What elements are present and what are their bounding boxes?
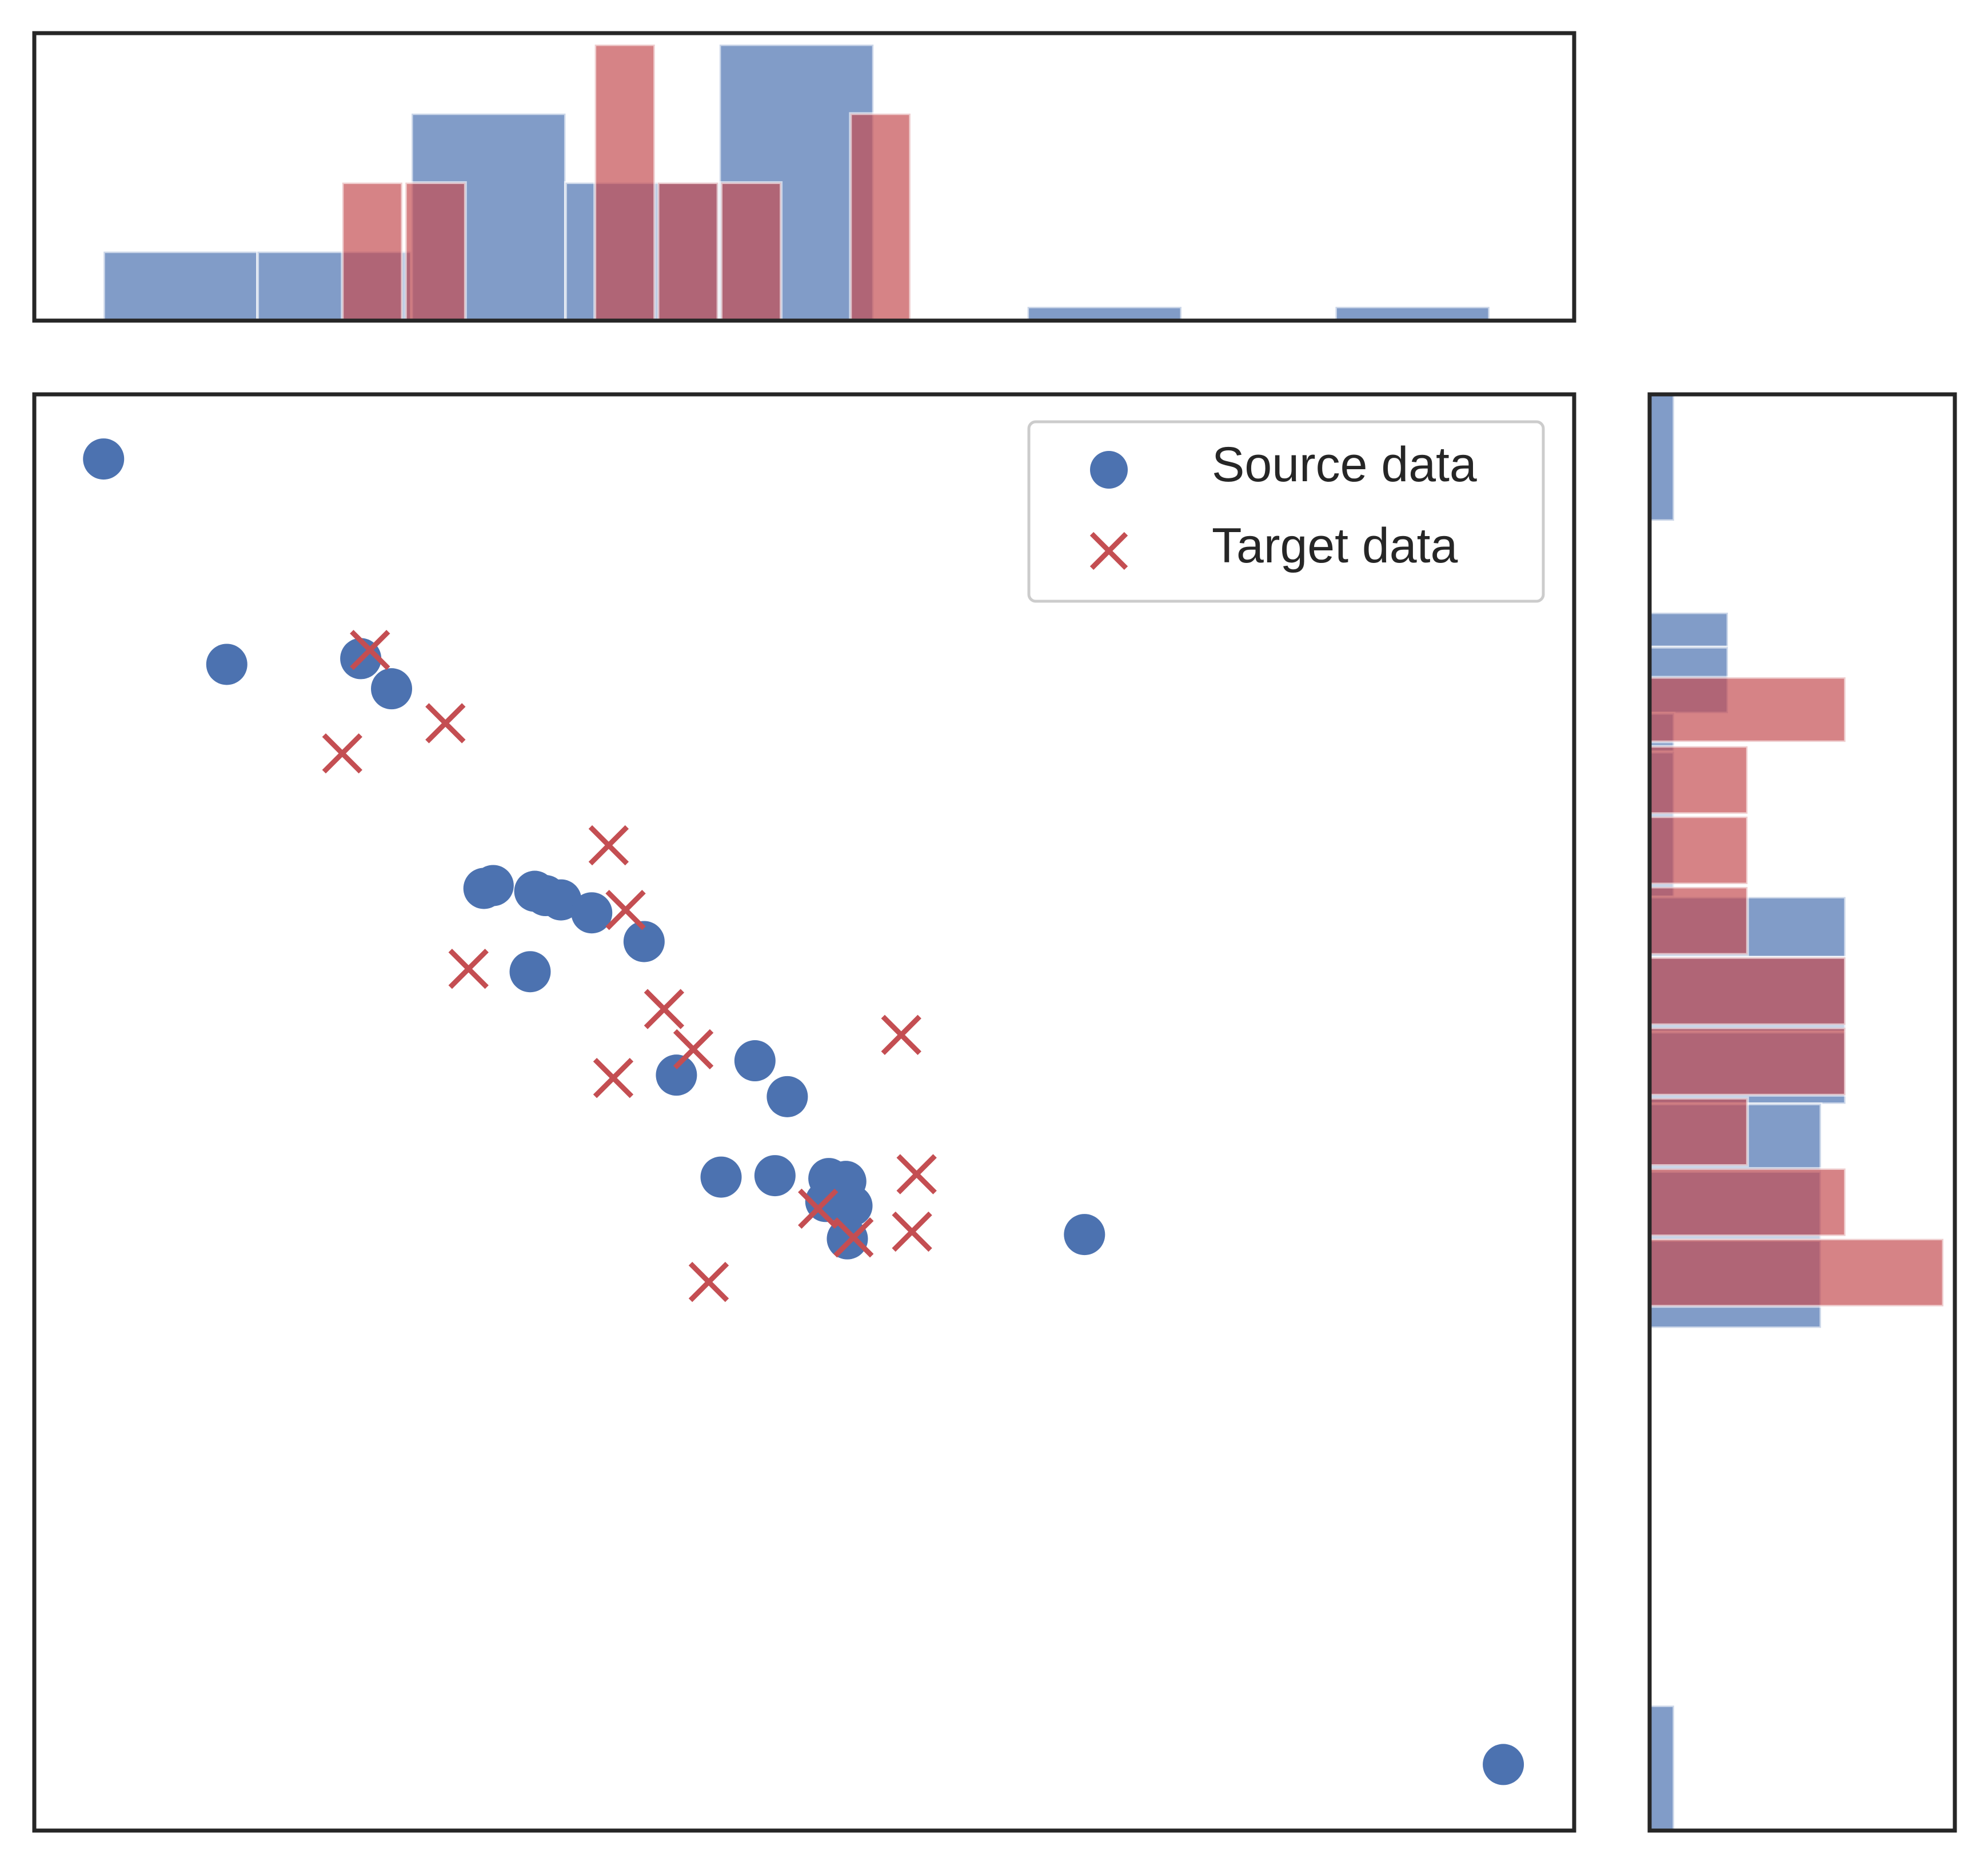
source-point-23 <box>1483 1744 1524 1785</box>
right-hist-target-bar-3 <box>1648 885 1749 956</box>
source-point-3 <box>371 668 413 710</box>
top-hist-source-bar-6 <box>1334 305 1491 322</box>
top-marginal-histogram <box>102 43 1491 322</box>
right-hist-target-bar-8 <box>1648 1237 1945 1308</box>
right-marginal-histogram <box>1648 393 1945 1832</box>
right-hist-target-bar-4 <box>1648 956 1847 1026</box>
right-hist-target-bar-2 <box>1648 815 1749 886</box>
legend-target-marker <box>1089 532 1128 570</box>
source-point-9 <box>571 892 613 934</box>
source-point-20 <box>831 1185 873 1226</box>
source-point-5 <box>472 865 514 906</box>
scatter-frame <box>32 392 1576 1833</box>
target-point-9 <box>881 1014 921 1055</box>
main-scatter-plot <box>83 438 1524 1785</box>
top-hist-target-bar-4 <box>720 181 783 322</box>
target-point-4 <box>605 889 646 930</box>
source-point-16 <box>754 1155 796 1197</box>
right-hist-source-bar-0 <box>1648 393 1676 522</box>
target-point-0 <box>350 630 390 670</box>
legend-target-label: Target data <box>1212 518 1458 573</box>
right-hist-source-bar-11 <box>1648 1704 1676 1832</box>
right-hist-target-bar-5 <box>1648 1026 1847 1097</box>
source-point-21 <box>827 1218 868 1260</box>
source-point-8 <box>540 879 582 921</box>
target-point-8 <box>593 1058 634 1098</box>
target-point-10 <box>896 1154 937 1194</box>
source-point-11 <box>509 951 551 993</box>
right-hist-source-bar-1 <box>1648 611 1730 649</box>
right-hist-target-bar-1 <box>1648 745 1749 816</box>
top-hist-target-bar-5 <box>849 112 912 322</box>
right-histogram-frame <box>1647 392 1957 1833</box>
source-point-1 <box>206 644 247 685</box>
source-point-22 <box>1064 1214 1105 1256</box>
source-point-13 <box>734 1040 776 1082</box>
top-histogram-frame <box>32 31 1576 323</box>
source-point-10 <box>623 921 665 962</box>
right-hist-target-bar-0 <box>1648 676 1847 744</box>
target-point-12 <box>833 1217 874 1258</box>
source-point-12 <box>656 1054 697 1096</box>
top-hist-target-bar-0 <box>341 181 404 322</box>
source-point-0 <box>83 438 125 480</box>
source-point-14 <box>767 1076 808 1117</box>
top-hist-target-bar-3 <box>656 181 720 322</box>
legend-source-marker <box>1090 451 1128 489</box>
target-point-6 <box>644 989 685 1029</box>
target-point-14 <box>688 1261 729 1302</box>
legend-box <box>1027 420 1545 603</box>
top-hist-source-bar-0 <box>102 250 260 322</box>
top-hist-target-bar-1 <box>404 181 467 322</box>
target-point-11 <box>798 1188 839 1229</box>
target-point-5 <box>448 949 489 989</box>
top-hist-source-bar-5 <box>1026 305 1183 322</box>
target-point-13 <box>892 1211 932 1252</box>
target-point-7 <box>673 1029 714 1070</box>
target-point-1 <box>425 703 466 744</box>
right-hist-target-bar-7 <box>1648 1167 1847 1238</box>
right-hist-target-bar-6 <box>1648 1096 1749 1167</box>
target-point-3 <box>588 825 629 866</box>
source-point-15 <box>700 1156 742 1198</box>
top-hist-target-bar-2 <box>593 43 657 322</box>
target-point-2 <box>322 733 362 774</box>
legend-source-label: Source data <box>1212 437 1477 492</box>
legend: Source data Target data <box>1027 420 1545 603</box>
